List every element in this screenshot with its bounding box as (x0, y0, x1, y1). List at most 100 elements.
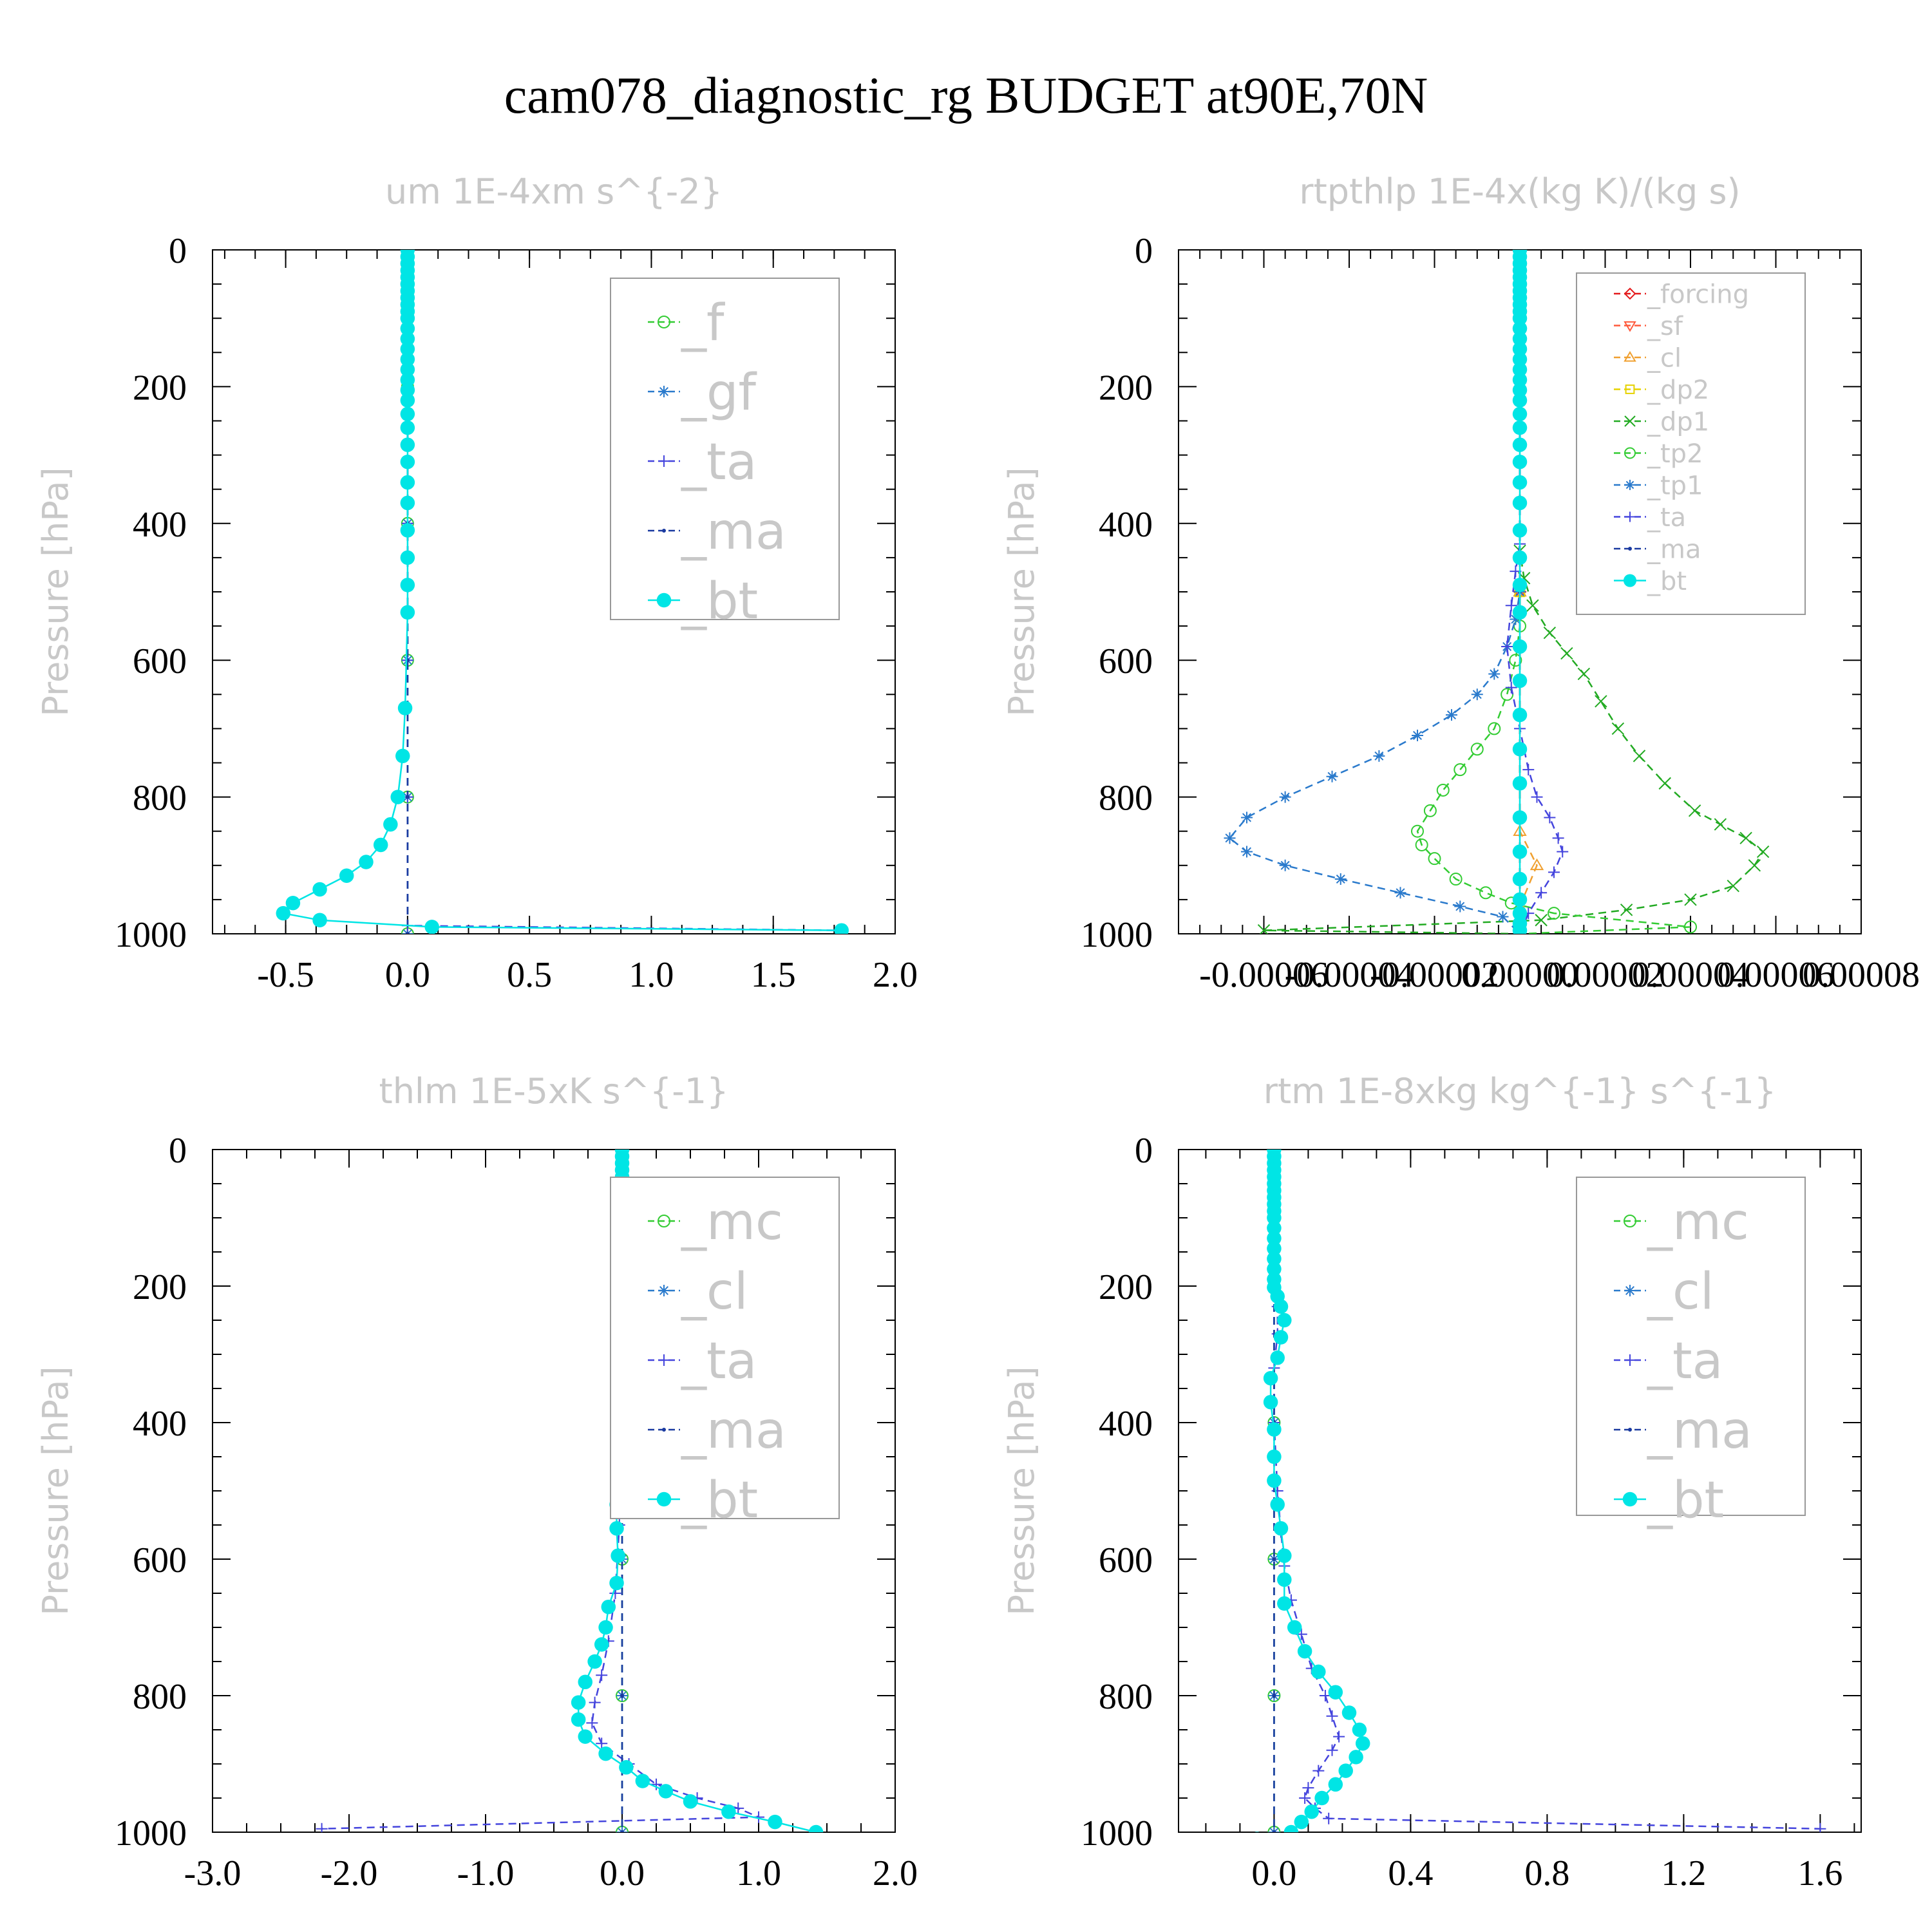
data-point (1273, 1521, 1289, 1536)
data-point (1470, 743, 1484, 756)
data-point (1272, 1830, 1276, 1832)
data-point (1684, 920, 1697, 934)
data-point (1263, 1370, 1278, 1386)
data-point (578, 1674, 593, 1690)
legend-item-mc: _mc (648, 1193, 783, 1251)
legend-item-f: _f (648, 294, 725, 352)
data-point (1544, 811, 1556, 824)
legend-label: _cl (681, 1263, 748, 1321)
x-tick-label: -2.0 (321, 1853, 378, 1893)
data-point (1312, 1765, 1325, 1777)
legend-marker (1625, 384, 1635, 394)
chart-panel-4: rtm 1E-8xkg kg^{-1} s^{-1} Pressure [hPa]… (1001, 1071, 1862, 1893)
data-point (1512, 707, 1528, 723)
data-point (1272, 1694, 1276, 1698)
x-tick-label: 1.6 (1797, 1853, 1842, 1893)
data-point (1512, 362, 1528, 377)
legend-item-mc: _mc (1614, 1193, 1749, 1251)
data-point (400, 321, 415, 336)
legend-marker (1622, 1492, 1638, 1507)
legend-marker (1628, 547, 1632, 551)
y-axis-label: Pressure [hPa] (35, 467, 76, 716)
legend-item-dp1: _dp1 (1614, 407, 1709, 437)
legend-item-cl: _cl (1614, 343, 1681, 373)
legend-label: _forcing (1647, 279, 1749, 309)
legend-label: _ta (1647, 1332, 1723, 1390)
data-point (1688, 804, 1701, 817)
data-point (620, 1830, 624, 1832)
data-point (1727, 879, 1739, 893)
data-point (813, 1832, 828, 1846)
y-tick-label: 600 (1099, 641, 1153, 681)
x-tick-label: 0.00004 (1632, 955, 1749, 995)
data-point (405, 795, 410, 799)
legend-marker (656, 1492, 672, 1507)
data-point (1297, 1643, 1312, 1659)
data-point (1256, 1839, 1271, 1853)
data-point (400, 310, 415, 326)
legend-label: _bt (1647, 567, 1687, 596)
legend-item-forcing: _forcing (1614, 279, 1749, 309)
data-point (1267, 1251, 1282, 1266)
legend-item-ma: _ma (1614, 535, 1701, 564)
y-tick-label: 200 (133, 1267, 187, 1307)
legend-box (610, 278, 840, 620)
legend-item-ma: _ma (1614, 1402, 1752, 1460)
data-point (1552, 832, 1564, 844)
series-line (1228, 250, 1521, 934)
data-point (571, 1712, 586, 1727)
legend-item-sf: _sf (1614, 312, 1683, 341)
x-tick-label: -0.5 (257, 955, 314, 995)
data-point (658, 1784, 674, 1799)
data-point (1512, 393, 1528, 408)
data-point (586, 1717, 598, 1729)
x-tick-label: 1.2 (1661, 1853, 1706, 1893)
data-point (1512, 523, 1528, 538)
legend-label: _cl (1647, 343, 1681, 373)
data-point (1510, 613, 1522, 625)
x-tick-label: 2.0 (873, 1853, 918, 1893)
figure-title: cam078_diagnostic_rg BUDGET at90E,70N (504, 68, 1428, 124)
data-point (1512, 420, 1528, 435)
data-point (1560, 647, 1573, 660)
data-point (1548, 866, 1560, 878)
legend: _mc _cl _ta _ma _bt (1576, 1177, 1806, 1530)
legend-label: _bt (681, 573, 758, 630)
data-point (619, 1760, 634, 1775)
legend: _forcing _sf_cl_dp2_dp1_tp2_tp1 _ta_ma _bt (1576, 272, 1806, 615)
series-bt (1255, 1150, 1370, 1853)
legend-marker (1624, 1285, 1636, 1296)
data-point (1512, 550, 1528, 565)
data-point (611, 1548, 625, 1563)
panel-title: rtpthlp 1E-4x(kg K)/(kg s) (1299, 171, 1740, 212)
legend-item-ta: _ta (1614, 503, 1686, 533)
y-tick-label: 600 (133, 641, 187, 681)
legend-label: _dp1 (1647, 407, 1709, 437)
data-point (1497, 911, 1509, 923)
legend: _f _gf _ta _ma _bt (610, 278, 840, 630)
data-area (1255, 1150, 1826, 1853)
data-point (1814, 1823, 1826, 1832)
data-point (400, 475, 415, 490)
legend-marker (656, 592, 672, 608)
data-point (1512, 871, 1528, 887)
legend-label: _ma (681, 1402, 786, 1460)
data-point (1273, 1299, 1289, 1314)
panel-title: rtm 1E-8xkg kg^{-1} s^{-1} (1264, 1071, 1777, 1112)
data-point (400, 331, 415, 346)
data-point (1512, 810, 1528, 825)
data-point (1267, 1210, 1282, 1226)
data-point (1333, 1730, 1345, 1743)
legend-box (1576, 272, 1806, 615)
legend-item-cl: _cl (1614, 1263, 1714, 1321)
data-point (587, 1654, 602, 1669)
data-point (1267, 1422, 1282, 1437)
data-point (1328, 1777, 1343, 1792)
data-point (1287, 1620, 1302, 1635)
data-point (400, 362, 415, 377)
data-point (400, 523, 415, 538)
data-point (1349, 1750, 1363, 1765)
data-point (594, 1637, 609, 1652)
legend-label: _bt (681, 1472, 758, 1530)
legend-item-cl: _cl (648, 1263, 748, 1321)
